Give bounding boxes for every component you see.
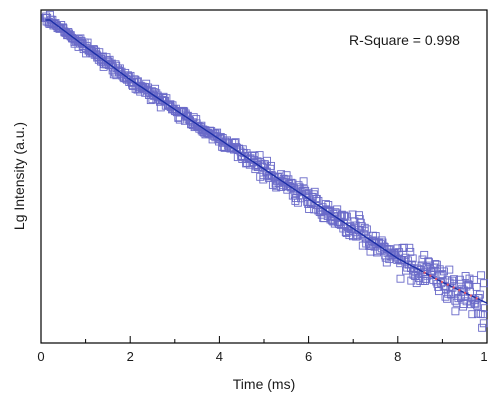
fit-dot — [452, 286, 455, 289]
fit-dot — [435, 277, 438, 281]
data-point — [399, 243, 408, 252]
fit-dot — [423, 271, 426, 274]
data-point — [463, 280, 472, 289]
data-point — [309, 190, 318, 199]
data-point — [472, 282, 481, 291]
data-point — [54, 23, 63, 32]
fit-dot — [446, 283, 449, 286]
data-point — [431, 260, 440, 268]
data-point — [475, 290, 484, 299]
fit-dot — [429, 274, 432, 277]
data-point — [445, 265, 454, 274]
data-point — [76, 34, 85, 43]
data-point — [408, 254, 417, 263]
x-axis-label: Time (ms) — [233, 376, 295, 392]
x-tick-label: 4 — [216, 349, 223, 364]
data-point — [450, 275, 458, 284]
data-point — [441, 292, 450, 301]
fit-dot — [440, 280, 444, 284]
x-tick-label: 8 — [394, 349, 401, 364]
data-point — [455, 279, 464, 288]
data-point — [480, 304, 488, 313]
data-point — [477, 271, 486, 280]
data-point — [45, 10, 54, 19]
data-point — [263, 156, 271, 165]
data-point — [396, 274, 405, 283]
x-tick-label: 2 — [127, 349, 134, 364]
data-point — [448, 276, 457, 285]
data-point — [462, 297, 471, 306]
x-tick-label: 0 — [37, 349, 44, 364]
fit-dot — [458, 289, 461, 292]
data-point — [250, 152, 259, 161]
data-point — [479, 319, 488, 328]
data-point — [419, 277, 428, 285]
fit-dots — [423, 271, 478, 300]
data-point — [299, 177, 308, 186]
data-point — [321, 205, 330, 214]
data-point — [402, 266, 410, 275]
data-point — [282, 171, 291, 180]
data-point — [378, 238, 387, 247]
data-point — [350, 217, 359, 226]
x-tick-label: 6 — [305, 349, 312, 364]
data-point — [373, 248, 381, 257]
data-point — [444, 289, 453, 298]
data-point — [329, 217, 338, 226]
x-ticks: 0 2 4 6 8 1 — [37, 336, 488, 364]
data-point — [255, 151, 264, 160]
data-point — [478, 310, 487, 319]
fit-dot — [469, 294, 473, 297]
data-point — [451, 307, 460, 316]
data-point — [111, 60, 120, 69]
x-tick-label: 1 — [480, 349, 487, 364]
data-point — [420, 250, 429, 259]
data-point — [340, 211, 348, 220]
data-point — [189, 113, 198, 122]
data-point — [421, 276, 429, 285]
data-point — [331, 208, 340, 217]
r-square-annotation: R-Square = 0.998 — [349, 32, 460, 48]
data-points — [41, 10, 488, 332]
fit-dot — [475, 297, 478, 300]
data-point — [312, 194, 321, 203]
data-point — [292, 194, 300, 203]
data-point — [360, 223, 369, 232]
data-point — [342, 212, 351, 221]
data-point — [432, 260, 441, 269]
fit-line — [45, 19, 488, 304]
data-point — [468, 310, 477, 319]
data-point — [335, 220, 344, 229]
data-point — [125, 73, 134, 82]
data-point — [83, 38, 92, 47]
data-point — [218, 138, 227, 147]
data-point — [267, 161, 275, 170]
data-point — [324, 201, 333, 209]
fit-dot — [463, 291, 467, 295]
data-point — [440, 267, 448, 276]
data-point — [478, 323, 487, 332]
data-point — [435, 265, 444, 274]
data-point — [465, 274, 474, 283]
data-point — [405, 243, 414, 252]
data-point — [314, 196, 323, 205]
data-point — [337, 210, 346, 219]
y-axis-label: Lg Intensity (a.u.) — [11, 122, 27, 230]
data-point — [291, 196, 300, 205]
data-point — [406, 247, 415, 256]
data-point — [362, 225, 371, 234]
